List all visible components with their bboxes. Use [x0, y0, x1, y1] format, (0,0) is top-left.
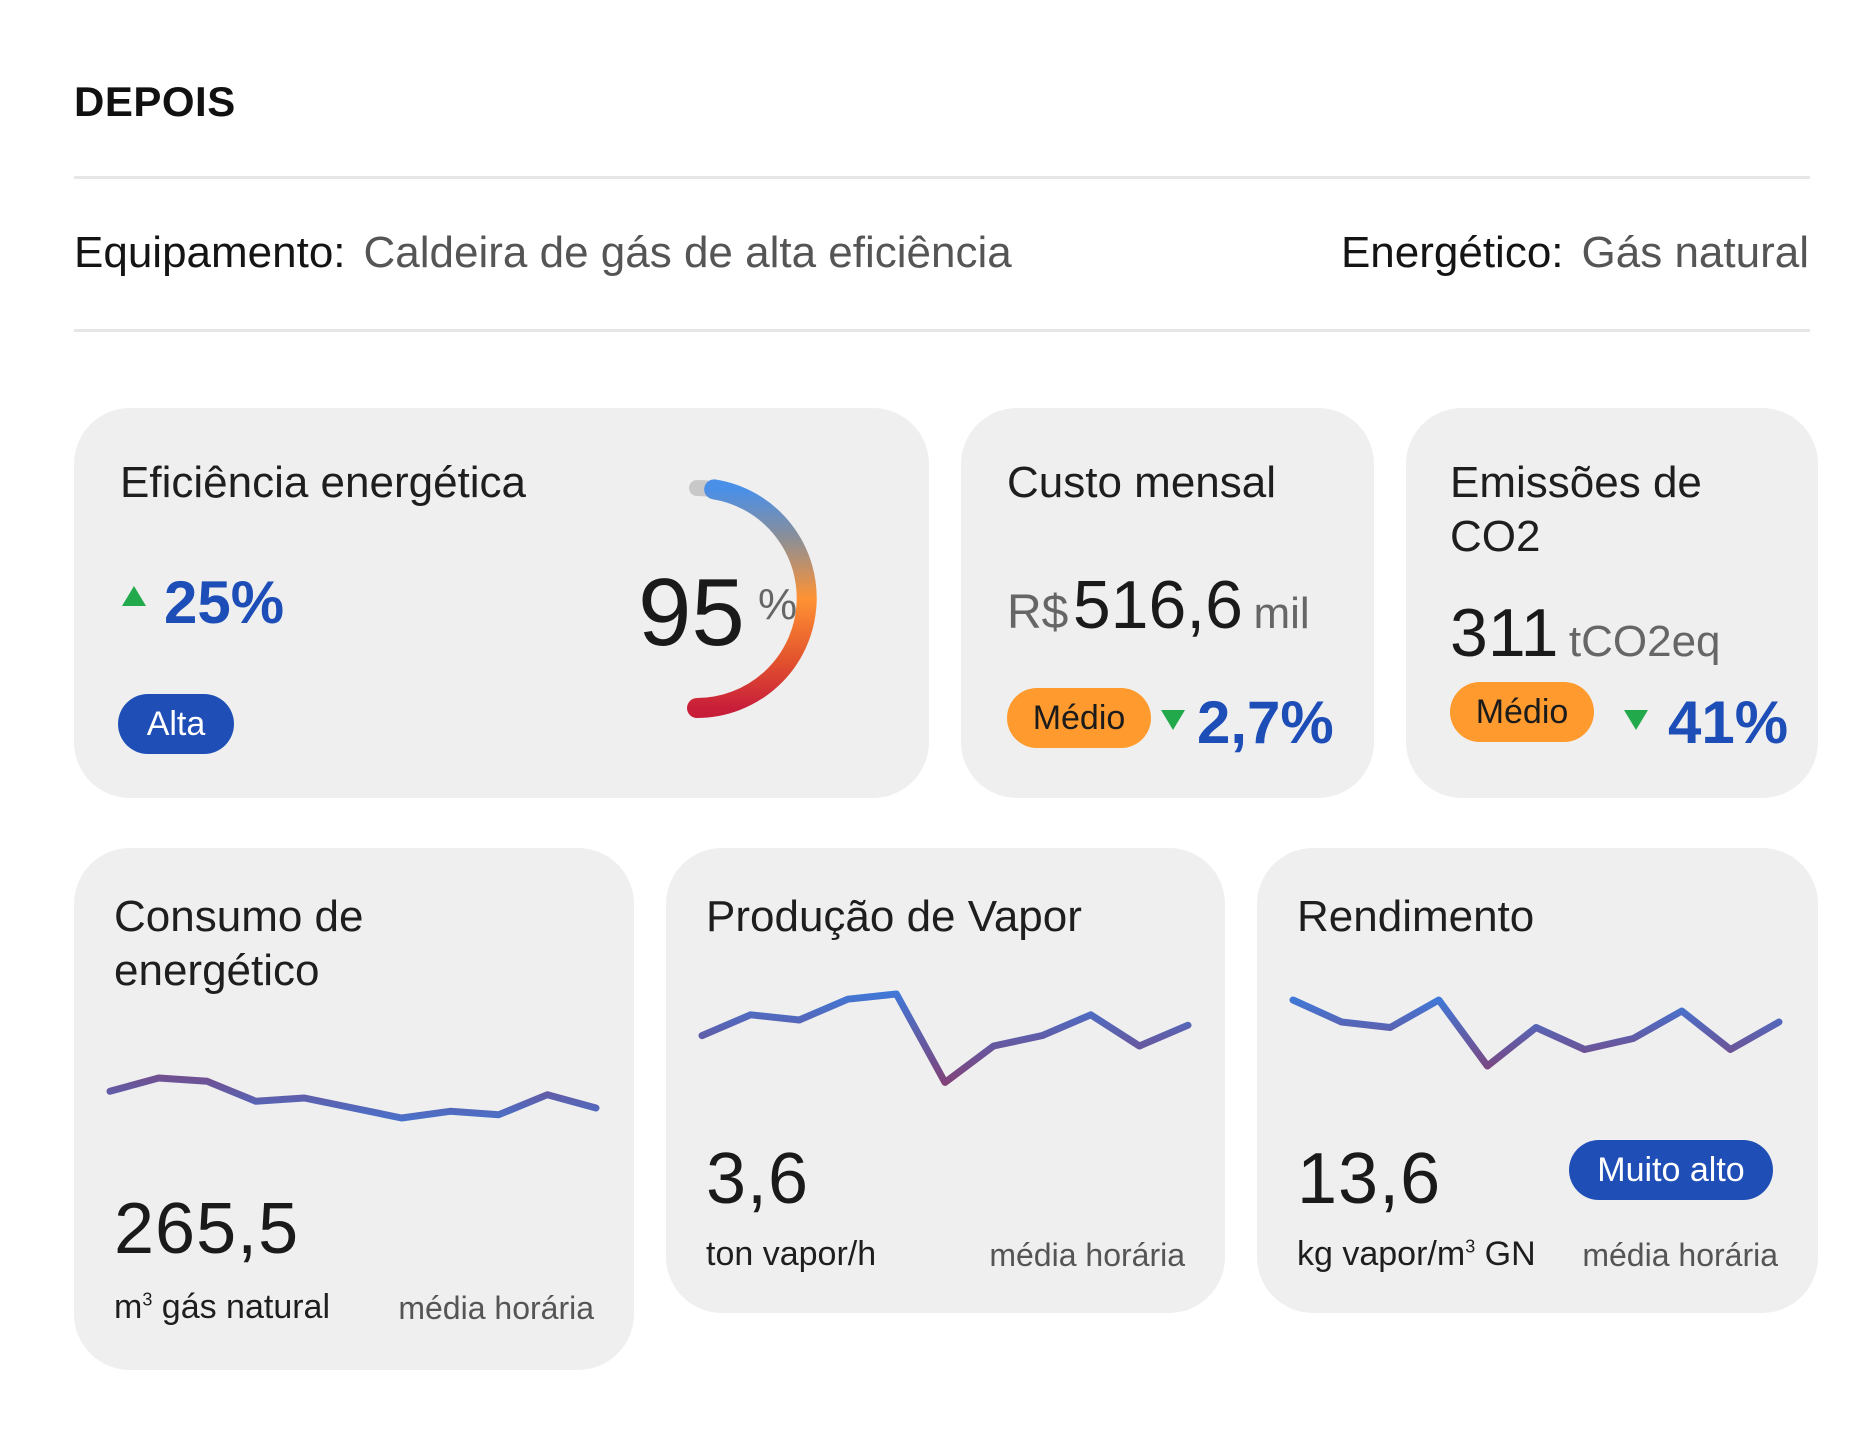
- consumption-note: média horária: [398, 1290, 594, 1326]
- cost-value: 516,6: [1072, 567, 1243, 643]
- consumption-title-line2: energético: [114, 946, 320, 995]
- steam-value: 3,6: [706, 1139, 810, 1219]
- emissions-card: Emissões de CO2 311 tCO2eq Médio 41%: [1406, 408, 1818, 798]
- yield-sparkline: [1289, 996, 1783, 1070]
- equipment-value: Caldeira de gás de alta eficiência: [363, 228, 1012, 277]
- yield-title: Rendimento: [1297, 892, 1535, 941]
- emissions-value-row: 311 tCO2eq: [1450, 594, 1721, 672]
- yield-note: média horária: [1582, 1237, 1778, 1273]
- efficiency-value: 95: [638, 559, 745, 666]
- consumption-unit-sup: 3: [142, 1289, 153, 1310]
- consumption-card: Consumo de energético 265,5 m3 gás natur…: [74, 848, 634, 1370]
- gauge-fill: [687, 479, 817, 718]
- steam-title: Produção de Vapor: [706, 892, 1082, 941]
- arrow-down-icon: [1624, 710, 1648, 730]
- emissions-title-line1: Emissões de: [1450, 458, 1702, 507]
- yield-unit: kg vapor/m3 GN: [1297, 1235, 1536, 1274]
- cost-value-row: R$ 516,6 mil: [1007, 566, 1310, 644]
- sparkline-series: [106, 1074, 600, 1122]
- cost-badge: Médio: [1007, 688, 1151, 748]
- consumption-unit: m3 gás natural: [114, 1288, 330, 1327]
- yield-unit-sup: 3: [1465, 1236, 1476, 1257]
- emissions-title-line2: CO2: [1450, 512, 1541, 561]
- efficiency-gauge: [687, 479, 817, 718]
- consumption-unit-prefix: m: [114, 1288, 143, 1326]
- equipment-label: Equipamento:: [74, 228, 346, 277]
- cost-currency: R$: [1007, 586, 1069, 639]
- efficiency-card: Eficiência energética 25% Alta 95 %: [74, 408, 929, 798]
- emissions-delta: 41%: [1668, 689, 1789, 756]
- efficiency-badge: Alta: [118, 694, 234, 754]
- emissions-badge: Médio: [1450, 682, 1594, 742]
- yield-unit-prefix: kg vapor/m: [1297, 1235, 1466, 1273]
- divider-bottom: [74, 329, 1810, 332]
- cost-unit: mil: [1253, 589, 1310, 638]
- consumption-title-line1: Consumo de: [114, 892, 364, 941]
- yield-badge: Muito alto: [1569, 1140, 1773, 1200]
- cost-delta: 2,7%: [1197, 689, 1334, 756]
- sparkline-series: [1289, 996, 1783, 1070]
- energy-label: Energético:: [1340, 228, 1564, 277]
- steam-note: média horária: [989, 1237, 1185, 1273]
- equipment-info: Equipamento: Caldeira de gás de alta efic…: [74, 228, 1012, 278]
- efficiency-unit: %: [758, 580, 798, 629]
- consumption-sparkline: [106, 1074, 600, 1122]
- steam-card: Produção de Vapor 3,6 ton vapor/h média …: [666, 848, 1225, 1313]
- yield-unit-suffix: GN: [1475, 1235, 1536, 1273]
- emissions-title: Emissões de CO2: [1450, 456, 1702, 564]
- cost-title: Custo mensal: [1007, 458, 1277, 507]
- energy-value: Gás natural: [1581, 228, 1809, 277]
- consumption-title: Consumo de energético: [114, 890, 363, 998]
- arrow-up-icon: [122, 586, 146, 606]
- arrow-down-icon: [1161, 710, 1185, 730]
- page-title: DEPOIS: [74, 78, 236, 125]
- cost-card: Custo mensal R$ 516,6 mil Médio 2,7%: [961, 408, 1374, 798]
- steam-sparkline: [698, 990, 1192, 1086]
- consumption-value: 265,5: [114, 1189, 300, 1269]
- efficiency-title: Eficiência energética: [120, 458, 527, 507]
- emissions-value: 311: [1450, 595, 1559, 671]
- energy-info: Energético: Gás natural: [1341, 228, 1809, 278]
- emissions-unit: tCO2eq: [1568, 617, 1721, 666]
- efficiency-delta: 25%: [164, 569, 285, 636]
- divider-top: [74, 176, 1810, 179]
- yield-card: Rendimento 13,6 Muito alto kg vapor/m3 G…: [1257, 848, 1818, 1313]
- consumption-unit-suffix: gás natural: [152, 1288, 331, 1326]
- steam-unit: ton vapor/h: [706, 1235, 877, 1273]
- yield-value: 13,6: [1297, 1139, 1442, 1219]
- sparkline-series: [698, 990, 1192, 1086]
